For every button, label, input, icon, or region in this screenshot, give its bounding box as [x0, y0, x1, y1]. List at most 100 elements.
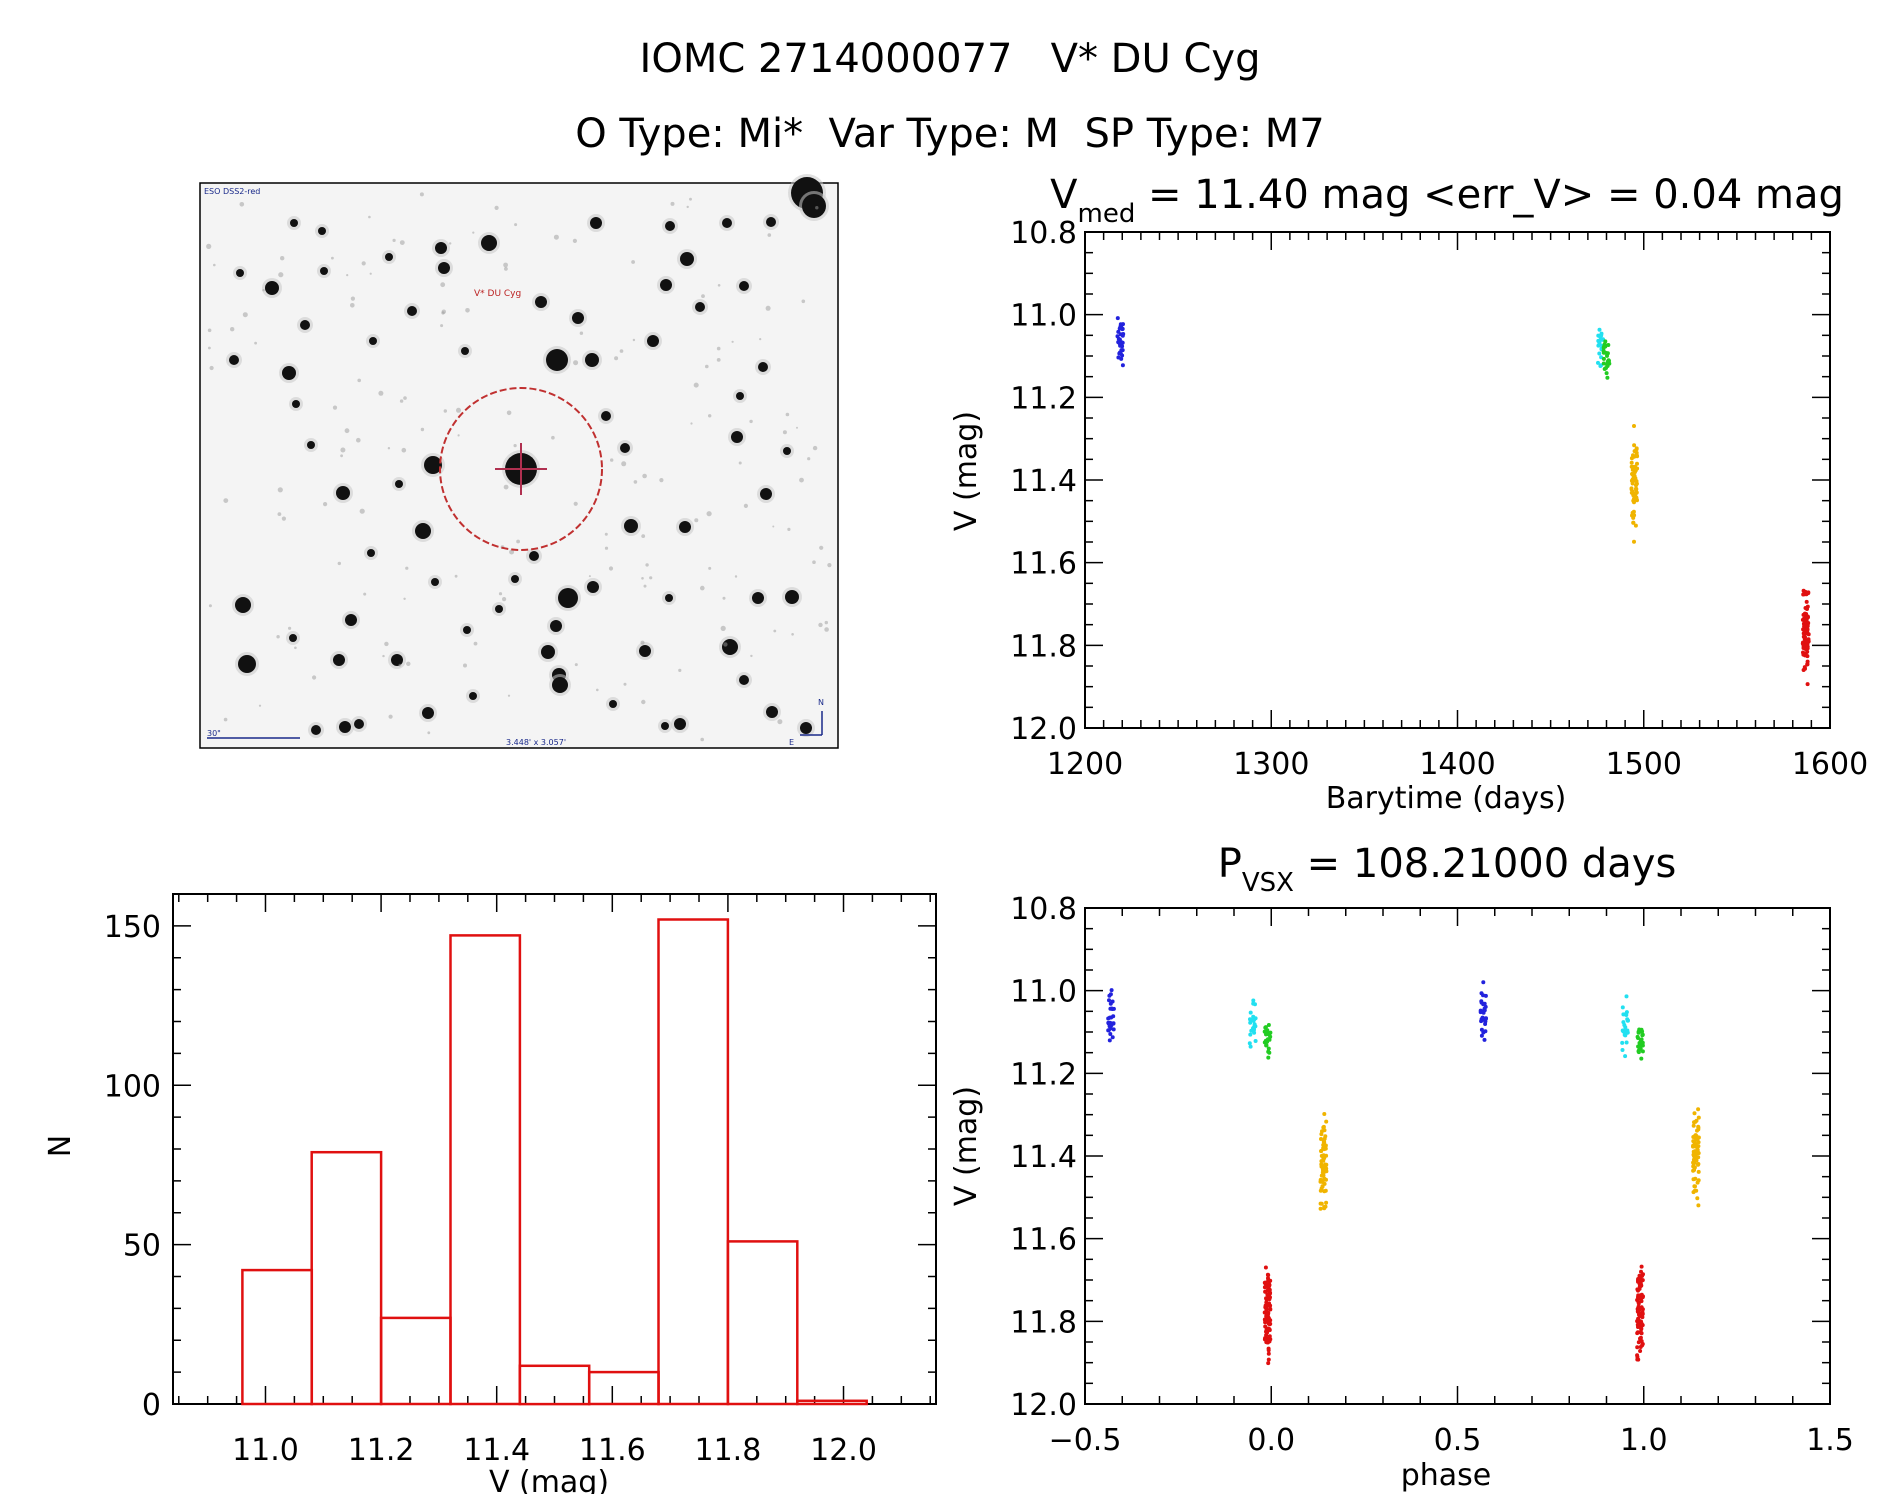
- finder-star-faint: [254, 341, 257, 345]
- finder-star-faint: [551, 435, 555, 440]
- data-point: [1251, 998, 1256, 1003]
- data-point: [1121, 332, 1126, 336]
- finder-star-faint: [277, 512, 282, 516]
- finder-star-faint: [441, 311, 445, 315]
- data-point: [1640, 1049, 1645, 1054]
- finder-star: [495, 605, 503, 613]
- finder-star-faint: [716, 346, 721, 351]
- data-point: [1806, 591, 1811, 596]
- finder-star-faint: [281, 516, 286, 521]
- finder-star: [463, 626, 471, 634]
- data-point: [1323, 1162, 1328, 1167]
- data-point: [1252, 1030, 1257, 1035]
- data-point: [1636, 1050, 1641, 1055]
- north-label: N: [818, 698, 824, 707]
- data-point: [1266, 1338, 1271, 1342]
- finder-star-faint: [690, 422, 693, 425]
- data-point: [1602, 342, 1607, 347]
- data-point: [1248, 1017, 1252, 1022]
- data-point: [1266, 1046, 1271, 1051]
- finder-star-faint: [356, 437, 361, 443]
- finder-star: [435, 242, 447, 254]
- finder-star: [550, 620, 562, 632]
- phased-curve-xlabel: phase: [1401, 1458, 1492, 1493]
- finder-star-faint: [344, 428, 350, 434]
- data-point: [1120, 344, 1125, 349]
- data-point: [1266, 1055, 1271, 1060]
- data-point: [1264, 1296, 1269, 1301]
- data-point: [1603, 350, 1608, 355]
- data-point: [1691, 1144, 1695, 1149]
- finder-star: [415, 523, 431, 539]
- finder-star: [665, 221, 675, 231]
- data-point: [1266, 1273, 1271, 1278]
- finder-star-faint: [723, 642, 728, 647]
- y-tick-label: 11.0: [1010, 299, 1077, 334]
- finder-star-faint: [773, 629, 777, 633]
- finder-star-faint: [419, 192, 424, 197]
- data-point: [1249, 1028, 1254, 1033]
- x-tick-label: 0.0: [1247, 1423, 1295, 1458]
- histogram-bar: [241, 1268, 314, 1406]
- data-point: [1267, 1334, 1272, 1339]
- data-point: [1620, 1040, 1625, 1045]
- scale-label: 30": [207, 729, 221, 738]
- data-point: [1620, 1048, 1625, 1052]
- y-tick-label: 10.8: [1010, 892, 1077, 927]
- data-point: [1641, 1294, 1645, 1299]
- finder-star-faint: [443, 409, 447, 413]
- data-point: [1264, 1314, 1269, 1319]
- data-point: [1637, 1029, 1642, 1034]
- data-point: [1319, 1186, 1324, 1191]
- phased-curve-title: PVSX = 108.21000 days: [1218, 841, 1677, 898]
- finder-star-faint: [340, 454, 343, 458]
- data-point: [1692, 1111, 1697, 1116]
- data-point: [1604, 371, 1609, 376]
- data-point: [1268, 1030, 1273, 1035]
- data-point: [1692, 1154, 1696, 1159]
- finder-star-faint: [503, 484, 509, 490]
- data-point: [1120, 363, 1125, 368]
- finder-star: [292, 400, 300, 408]
- y-tick-label: 11.6: [1010, 1223, 1077, 1258]
- data-point: [1266, 1361, 1271, 1366]
- data-point: [1264, 1309, 1269, 1314]
- finder-star: [290, 219, 298, 227]
- finder-star-faint: [659, 478, 664, 483]
- finder-star-faint: [608, 566, 614, 571]
- histogram-bar: [657, 918, 730, 1406]
- finder-star: [552, 677, 568, 693]
- data-point: [1630, 513, 1634, 518]
- finder-star: [585, 353, 599, 367]
- data-point: [1484, 1016, 1488, 1021]
- finder-star-faint: [403, 597, 406, 600]
- finder-star-faint: [332, 405, 338, 410]
- finder-star-faint: [645, 563, 649, 567]
- data-point: [1806, 637, 1811, 642]
- data-point: [1267, 1327, 1272, 1332]
- data-point: [1322, 1112, 1327, 1116]
- data-point: [1263, 1265, 1268, 1270]
- data-point: [1696, 1178, 1701, 1183]
- finder-star: [679, 521, 691, 533]
- finder-star: [758, 362, 768, 372]
- x-tick-label: 1300: [1233, 747, 1309, 782]
- data-point: [1253, 1016, 1258, 1021]
- finder-star-faint: [777, 719, 783, 725]
- data-point: [1262, 1280, 1267, 1285]
- finder-star-faint: [767, 233, 772, 237]
- data-point: [1806, 632, 1811, 637]
- histogram-ylabel: N: [43, 1135, 78, 1157]
- data-point: [1252, 1025, 1257, 1030]
- finder-star-faint: [359, 508, 365, 514]
- finder-star: [572, 312, 584, 324]
- finder-star: [238, 655, 256, 673]
- data-point: [1248, 1010, 1253, 1015]
- data-point: [1694, 1134, 1699, 1139]
- finder-star-faint: [689, 197, 692, 201]
- data-point: [1263, 1029, 1268, 1034]
- y-tick-label: 12.0: [1010, 712, 1077, 747]
- y-tick-label: 50: [123, 1229, 161, 1264]
- finder-star-faint: [513, 444, 517, 448]
- finder-star: [647, 335, 659, 347]
